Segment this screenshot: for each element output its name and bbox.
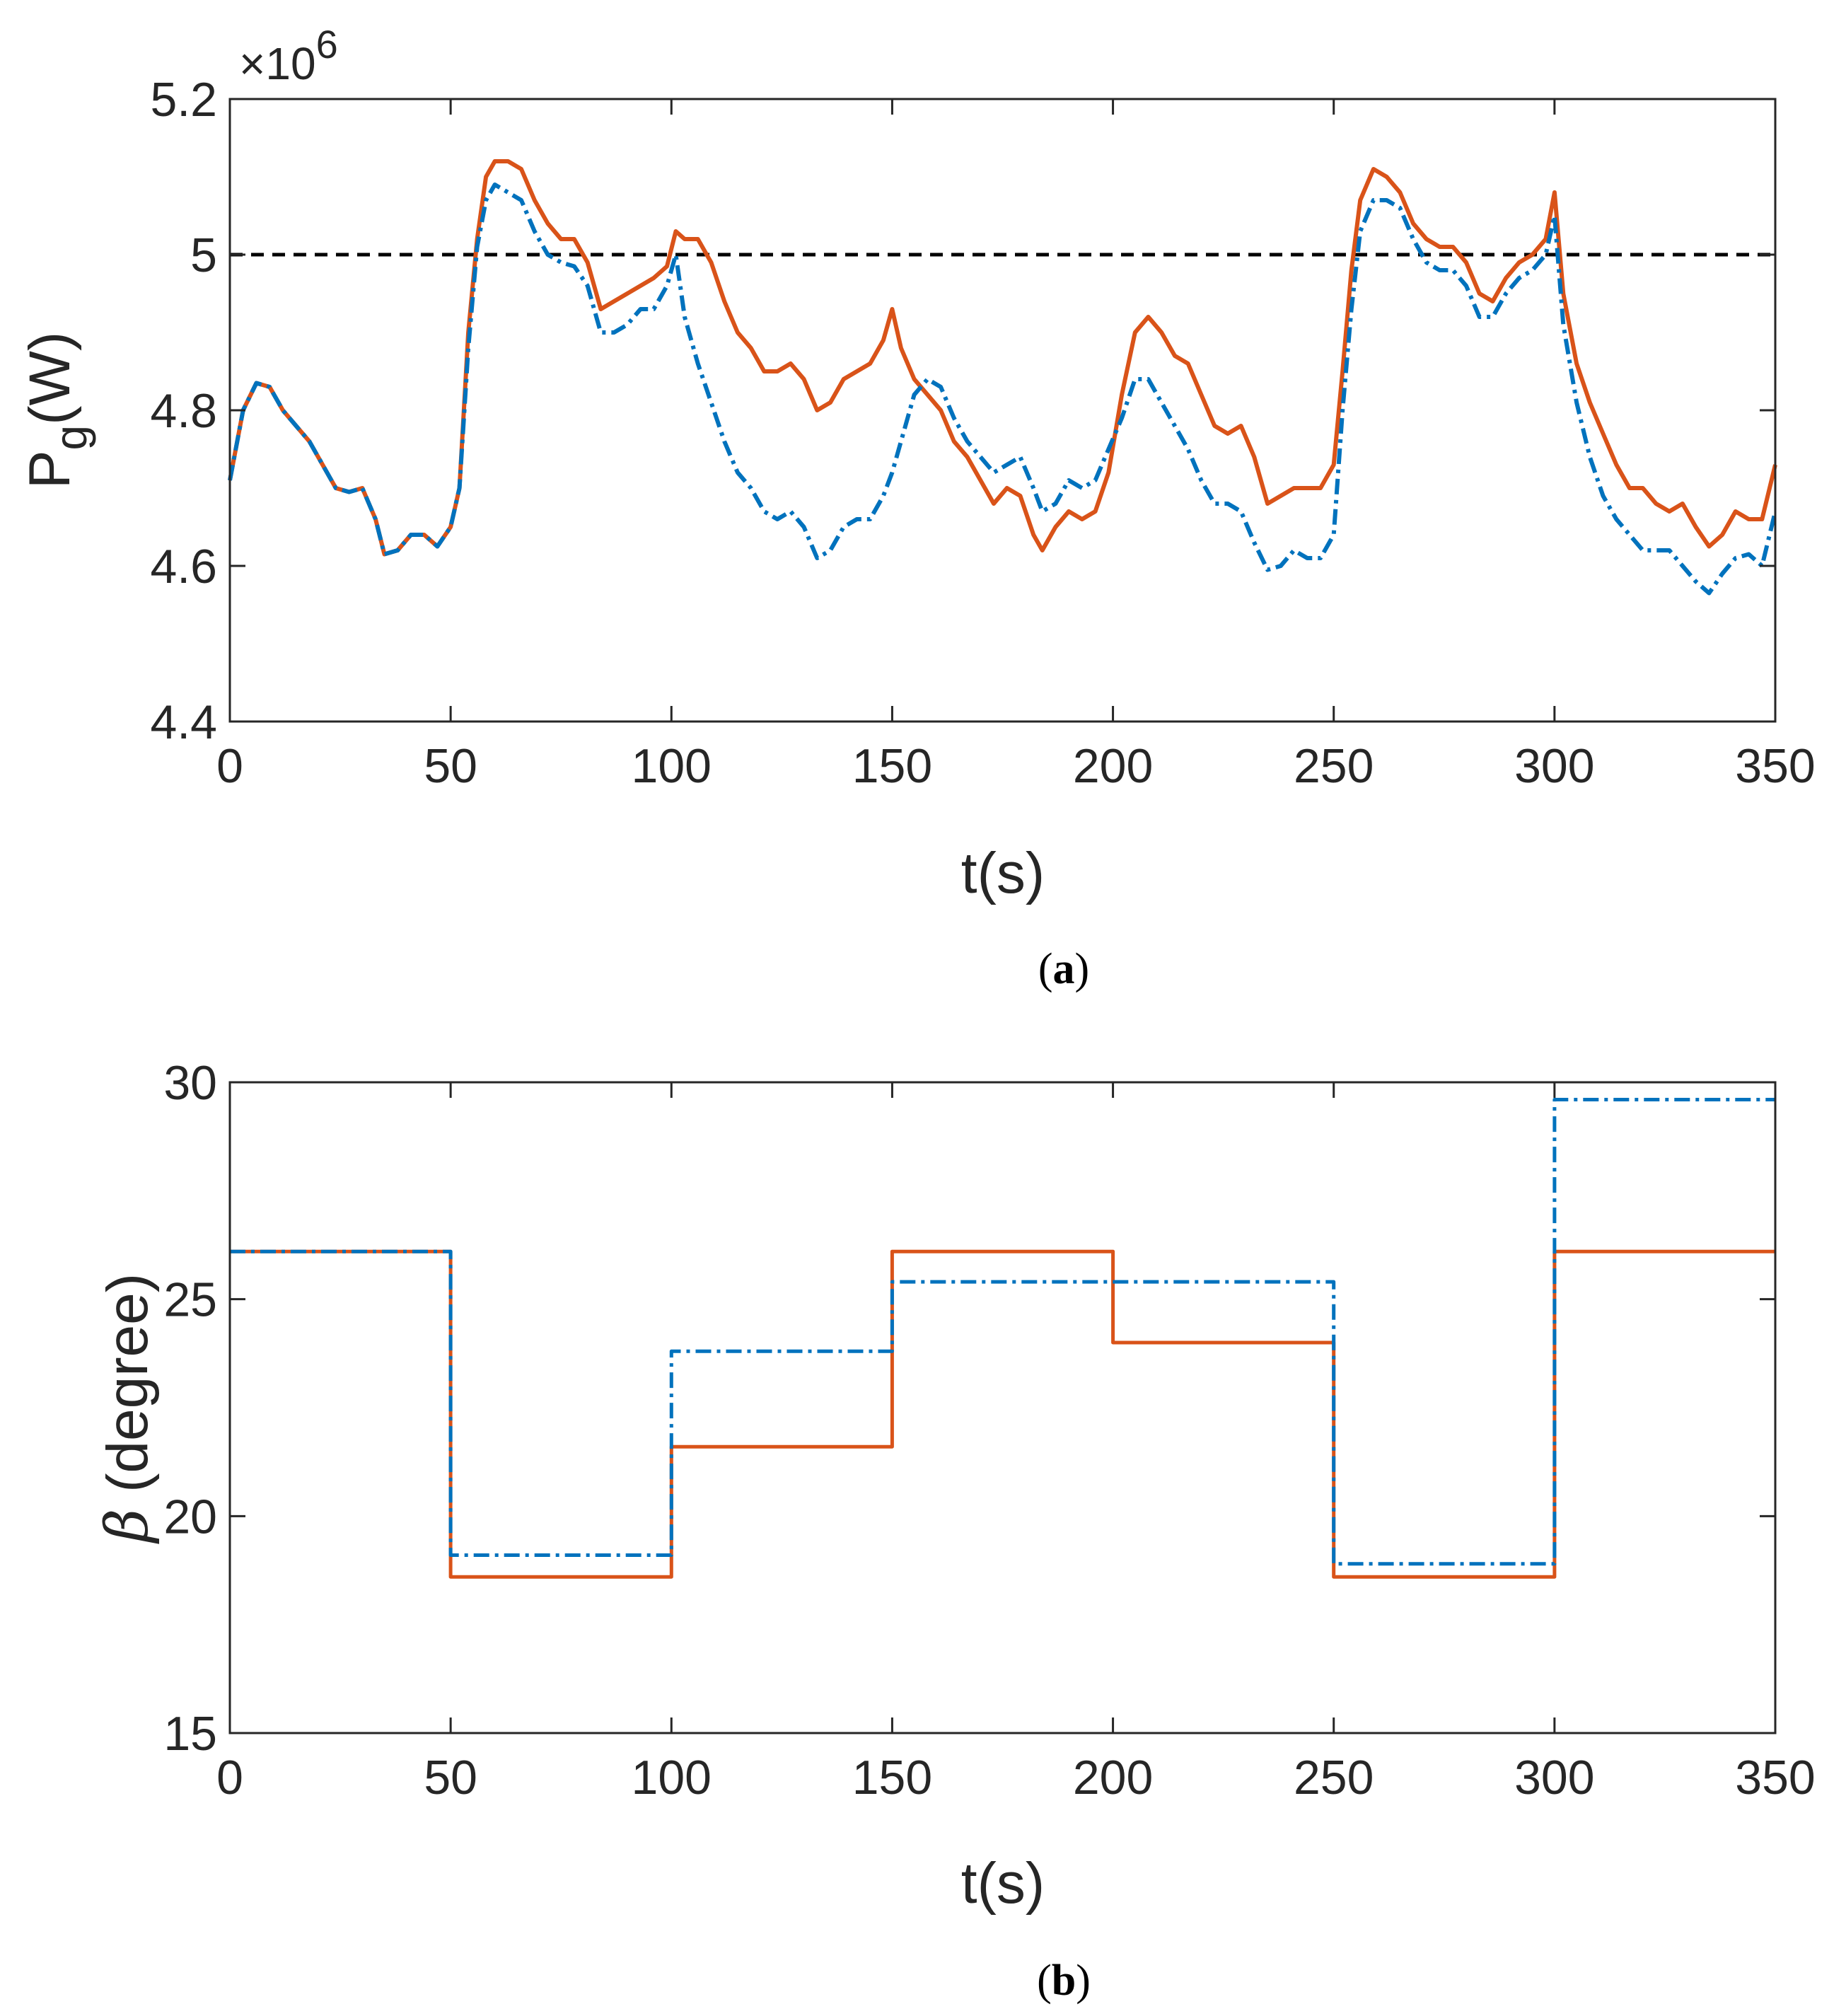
y-tick-label: 4.8 (150, 384, 217, 438)
x-axis-label-a: t(s) (961, 841, 1045, 905)
y-tick-label: 30 (163, 1056, 217, 1110)
x-tick-label: 50 (424, 739, 477, 793)
series-blue-step (230, 1098, 1775, 1566)
x-tick-label: 250 (1294, 1751, 1374, 1804)
x-tick-label: 200 (1073, 1751, 1153, 1804)
x-tick-label: 150 (852, 1751, 932, 1804)
y-tick-label: 4.6 (150, 540, 217, 593)
series-orange-line (228, 159, 1777, 557)
y-axis-label-b: β (degree) (94, 1273, 161, 1544)
x-tick-label: 250 (1294, 739, 1374, 793)
x-tick-label: 350 (1735, 1751, 1815, 1804)
y-tick-label: 20 (163, 1490, 217, 1543)
x-tick-label: 0 (216, 1751, 243, 1804)
y-tick-label: 4.4 (150, 695, 217, 749)
series-orange-step (230, 1249, 1775, 1579)
y-axis-label-a: Pg(W) (18, 332, 96, 489)
x-tick-label: 300 (1514, 739, 1594, 793)
y-tick-label: 25 (163, 1273, 217, 1327)
x-tick-label: 100 (632, 1751, 712, 1804)
plot-frame-b (228, 1081, 1777, 1734)
y-tick-label: 5.2 (150, 73, 217, 127)
x-tick-label: 50 (424, 1751, 477, 1804)
series-blue-line (228, 183, 1777, 596)
multiplier-label: ×106 (239, 22, 338, 89)
x-tick-label: 100 (632, 739, 712, 793)
y-tick-label: 15 (163, 1707, 217, 1761)
x-tick-label: 350 (1735, 739, 1815, 793)
panel-a-power-chart: 4.44.64.855.20 50 100 150 200 250 300 350 ×106 … (18, 22, 1816, 993)
caption-b: (b) (1037, 1957, 1091, 2005)
x-tick-label: 200 (1073, 739, 1153, 793)
y-tick-label: 5 (190, 228, 217, 282)
x-axis-label-b: t(s) (961, 1851, 1045, 1916)
caption-a: (a) (1038, 945, 1089, 993)
x-tick-label: 0 (216, 739, 243, 793)
x-tick-label: 150 (852, 739, 932, 793)
x-tick-label: 300 (1514, 1751, 1594, 1804)
